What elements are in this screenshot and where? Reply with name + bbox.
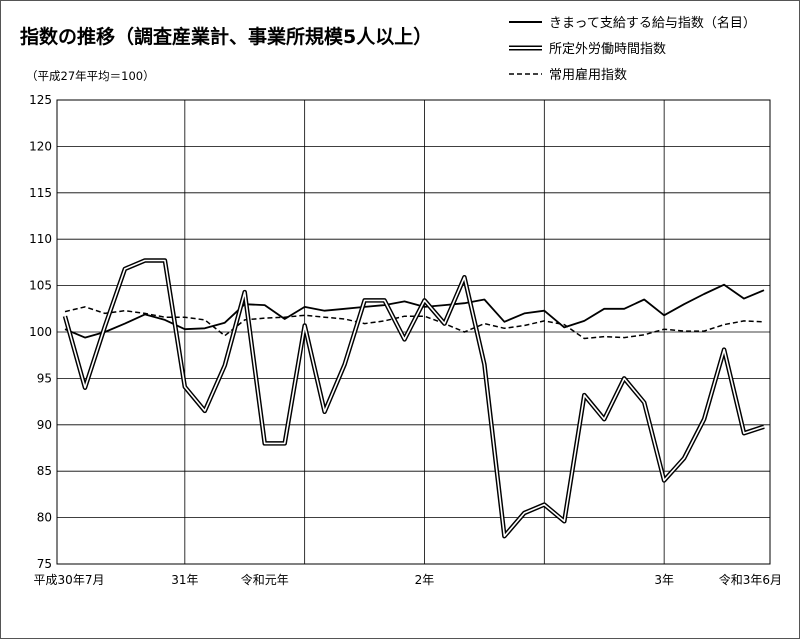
- series-0: [64, 283, 765, 339]
- y-tick-label: 75: [37, 557, 52, 571]
- y-tick-label: 105: [29, 279, 52, 293]
- legend-item-wage: きまって支給する給与指数（名目）: [509, 15, 756, 31]
- chart-subtitle: （平成27年平均＝100）: [26, 69, 155, 83]
- legend-label-wage: きまって支給する給与指数（名目）: [549, 15, 756, 31]
- x-tick-label: 3年: [654, 573, 674, 587]
- y-tick-label: 120: [29, 139, 52, 153]
- y-tick-label: 125: [29, 93, 52, 107]
- chart-title: 指数の推移（調査産業計、事業所規模5人以上）: [20, 25, 432, 48]
- y-tick-label: 100: [29, 325, 52, 339]
- y-tick-label: 95: [37, 371, 52, 385]
- series-line-wage: [64, 283, 765, 339]
- y-tick-label: 85: [37, 464, 52, 478]
- y-axis-tick-labels: 75 80 85 90 95 100 105 110 115 120 125: [29, 93, 52, 571]
- legend-item-employment: 常用雇用指数: [509, 67, 627, 83]
- y-tick-label: 90: [37, 418, 52, 432]
- series-line-overtime-inner: [64, 259, 765, 538]
- series-lines: [62, 258, 765, 539]
- y-tick-label: 80: [37, 511, 52, 525]
- x-tick-label: 令和3年6月: [719, 572, 782, 587]
- legend-label-overtime: 所定外労働時間指数: [549, 42, 666, 57]
- legend: きまって支給する給与指数（名目） 所定外労働時間指数 常用雇用指数: [509, 15, 756, 83]
- x-tick-label: 平成30年7月: [34, 573, 105, 587]
- legend-label-employment: 常用雇用指数: [549, 67, 627, 83]
- x-tick-label: 2年: [415, 573, 435, 587]
- x-tick-label: 31年: [171, 573, 198, 587]
- y-tick-label: 115: [29, 186, 52, 200]
- y-tick-label: 110: [29, 232, 52, 246]
- series-1: [62, 258, 765, 539]
- x-axis-tick-labels: 平成30年7月 31年 令和元年 2年 3年 令和3年6月: [34, 572, 782, 587]
- legend-item-overtime: 所定外労働時間指数: [509, 42, 666, 57]
- x-tick-label: 令和元年: [241, 572, 289, 587]
